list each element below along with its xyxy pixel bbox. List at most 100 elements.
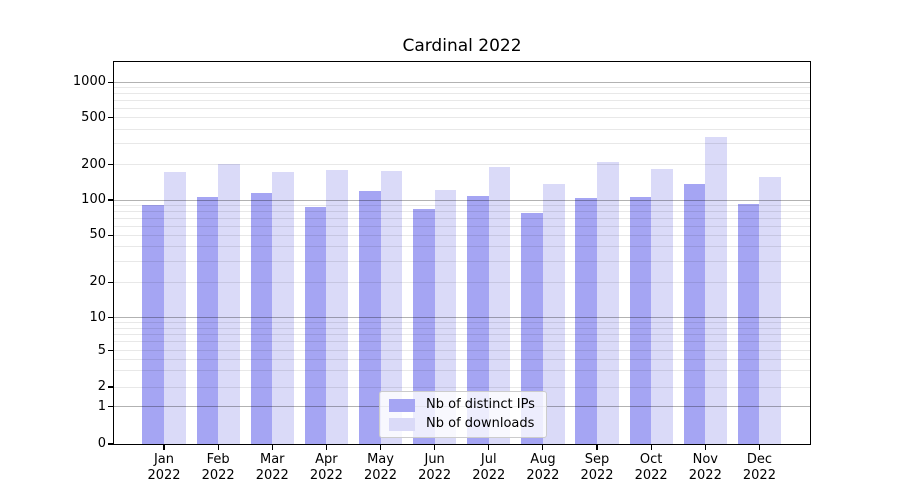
gridline-minor-300 [114,143,810,145]
gridline-minor-3 [114,370,810,372]
y-tick-label-100: 100 [81,192,106,207]
x-tick-label-dec: Dec 2022 [742,452,776,483]
gridline-minor-700 [114,100,810,102]
y-tick-label-50: 50 [89,227,106,243]
bar-nb-of-distinct-ips-apr [304,206,327,444]
bar-nb-of-distinct-ips-nov [683,184,706,444]
bar-nb-of-distinct-ips-feb [196,197,219,444]
bar-nb-of-distinct-ips-jan [142,205,164,444]
bar-nb-of-distinct-ips-mar [250,193,273,444]
gridline-minor-8 [114,327,810,329]
bar-nb-of-distinct-ips-dec [737,204,760,444]
bar-nb-of-downloads-feb [218,164,240,444]
gridline-minor-5 [114,350,810,351]
bar-nb-of-distinct-ips-sep [575,197,598,444]
x-tick-mark-jul [488,445,490,450]
bar-nb-of-downloads-dec [759,177,782,444]
bar-nb-of-distinct-ips-oct [629,196,652,444]
y-tick-mark-2 [108,386,114,388]
x-tick-mark-aug [542,445,544,450]
legend-swatch-nb-of-downloads [389,417,415,431]
y-tick-label-1: 1 [97,398,106,414]
x-tick-label-jul: Jul 2022 [472,452,506,483]
bar-nb-of-downloads-jan [164,171,186,444]
x-tick-label-may: May 2022 [363,452,398,483]
gridline-minor-7 [114,334,810,336]
y-tick-mark-500 [108,117,114,119]
x-tick-label-sep: Sep 2022 [580,452,614,483]
y-tick-label-5: 5 [97,342,106,358]
gridline-minor-80 [114,210,810,212]
gridline-minor-90 [114,204,810,206]
legend: Nb of distinct IPs Nb of downloads [379,391,547,438]
y-tick-label-20: 20 [89,274,106,290]
plot-area [113,61,811,445]
gridline-minor-600 [114,107,810,109]
y-tick-label-0: 0 [97,436,106,451]
gridline-minor-400 [114,128,810,130]
gridline-minor-200 [114,164,810,166]
y-tick-mark-100 [108,199,114,201]
legend-label-nb-of-downloads: Nb of downloads [426,416,535,431]
y-tick-mark-5 [108,349,114,352]
gridline-major-1000 [114,81,810,83]
x-tick-label-jun: Jun 2022 [418,452,452,483]
bar-nb-of-distinct-ips-jun [413,208,435,444]
x-tick-mark-jan [163,445,165,450]
bar-nb-of-downloads-apr [326,169,348,444]
bar-nb-of-distinct-ips-may [358,190,381,444]
y-tick-mark-0 [108,443,114,445]
x-tick-label-nov: Nov 2022 [688,452,722,483]
gridline-minor-500 [114,117,810,119]
bar-nb-of-downloads-sep [597,161,619,444]
bar-nb-of-downloads-jun [434,189,457,444]
x-tick-label-mar: Mar 2022 [255,452,289,483]
x-tick-mark-sep [596,445,598,450]
gridline-minor-30 [114,261,810,263]
gridline-minor-4 [114,358,810,360]
x-tick-label-jan: Jan 2022 [147,452,181,483]
bar-nb-of-distinct-ips-jul [467,196,489,444]
legend-swatch-nb-of-distinct-ips [389,398,415,412]
gridline-minor-50 [114,234,810,236]
y-tick-mark-50 [108,234,114,237]
x-tick-label-apr: Apr 2022 [309,452,343,483]
gridline-minor-9 [114,322,810,324]
x-tick-mark-feb [217,445,219,450]
y-tick-mark-1000 [108,81,114,83]
bar-nb-of-downloads-mar [272,171,294,444]
gridline-minor-800 [114,93,810,95]
y-tick-label-10: 10 [89,309,106,325]
legend-row-nb-of-distinct-ips: Nb of distinct IPs [389,397,537,413]
x-tick-label-oct: Oct 2022 [634,452,668,483]
y-tick-mark-20 [108,281,114,283]
gridline-minor-2 [114,386,810,388]
bar-nb-of-downloads-jul [488,167,511,444]
gridline-minor-900 [114,87,810,89]
gridline-minor-70 [114,217,810,219]
bars-layer [114,62,810,444]
x-tick-mark-apr [325,445,327,450]
gridline-minor-60 [114,225,810,227]
x-tick-mark-nov [704,445,706,450]
x-tick-mark-dec [758,445,761,450]
y-tick-label-1000: 1000 [72,74,106,90]
y-tick-label-2: 2 [97,379,106,394]
legend-label-nb-of-distinct-ips: Nb of distinct IPs [426,397,535,412]
y-tick-mark-200 [108,163,114,166]
gridline-minor-20 [114,281,810,283]
y-tick-mark-10 [108,317,114,319]
x-tick-mark-mar [271,445,273,450]
x-tick-label-aug: Aug 2022 [526,452,560,483]
x-tick-mark-jun [434,445,436,450]
gridline-major-100 [114,199,810,201]
x-tick-mark-may [379,445,382,450]
bar-nb-of-downloads-may [380,170,403,444]
y-tick-label-200: 200 [81,156,106,172]
bar-nb-of-downloads-oct [651,169,673,444]
bar-nb-of-downloads-nov [705,137,727,444]
bar-nb-of-downloads-aug [542,184,565,444]
y-tick-label-500: 500 [81,109,106,125]
chart-title: Cardinal 2022 [402,36,522,56]
